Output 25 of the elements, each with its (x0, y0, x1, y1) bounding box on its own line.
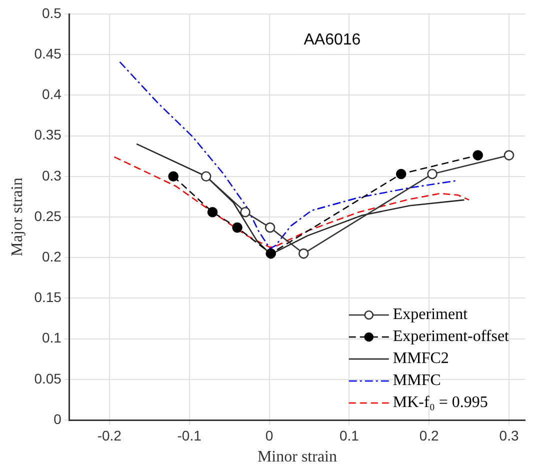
x-axis-title: Minor strain (257, 448, 337, 466)
legend-label: MMFC (392, 372, 441, 390)
y-tick-label: 0.2 (42, 248, 62, 264)
y-tick-label: 0.05 (34, 370, 62, 386)
x-tick-label: 0.2 (419, 427, 440, 444)
y-tick-label: 0.5 (42, 4, 62, 21)
y-tick-label: 0.45 (34, 45, 62, 62)
y-tick-label: 0.4 (42, 86, 62, 102)
legend-label: Experiment-offset (392, 328, 510, 346)
x-tick-label: -0.2 (97, 427, 122, 444)
y-axis-title: Major strain (8, 178, 26, 256)
y-tick-label: 0 (54, 410, 62, 427)
y-tick-label: 0.35 (34, 126, 62, 143)
y-tick-label: 0.15 (34, 289, 62, 306)
x-tick-label: 0 (265, 427, 274, 444)
legend-label: MMFC2 (392, 350, 449, 368)
x-tick-label: -0.1 (177, 427, 202, 444)
y-tick-label: 0.25 (34, 208, 62, 224)
text: AA6016 (304, 31, 361, 48)
x-tick-label: 0.3 (499, 427, 519, 444)
y-tick-label: 0.3 (42, 167, 62, 184)
x-tick-label: 0.1 (339, 427, 360, 444)
y-tick-label: 0.1 (42, 330, 62, 346)
legend-label: Experiment (392, 306, 468, 324)
legend-label: MK-f₀ = 0.995 (392, 394, 488, 412)
